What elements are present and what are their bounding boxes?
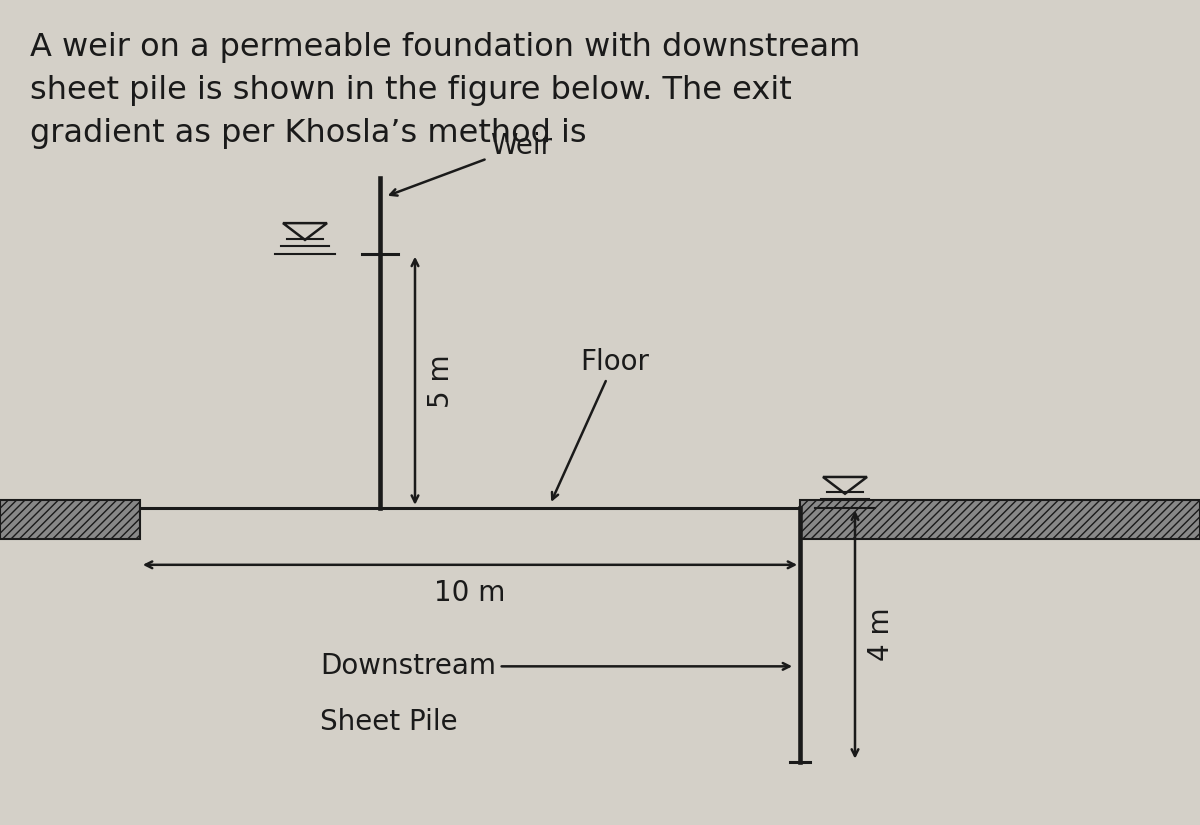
Text: 4 m: 4 m <box>866 608 895 662</box>
Text: 10 m: 10 m <box>434 579 505 606</box>
Polygon shape <box>0 500 140 540</box>
Text: Sheet Pile: Sheet Pile <box>320 708 457 736</box>
Text: 5 m: 5 m <box>427 354 455 408</box>
Text: Weir: Weir <box>390 132 552 196</box>
Text: Downstream: Downstream <box>320 653 790 681</box>
Text: Floor: Floor <box>552 347 649 499</box>
Text: A weir on a permeable foundation with downstream
sheet pile is shown in the figu: A weir on a permeable foundation with do… <box>30 31 860 148</box>
Polygon shape <box>800 500 1200 540</box>
